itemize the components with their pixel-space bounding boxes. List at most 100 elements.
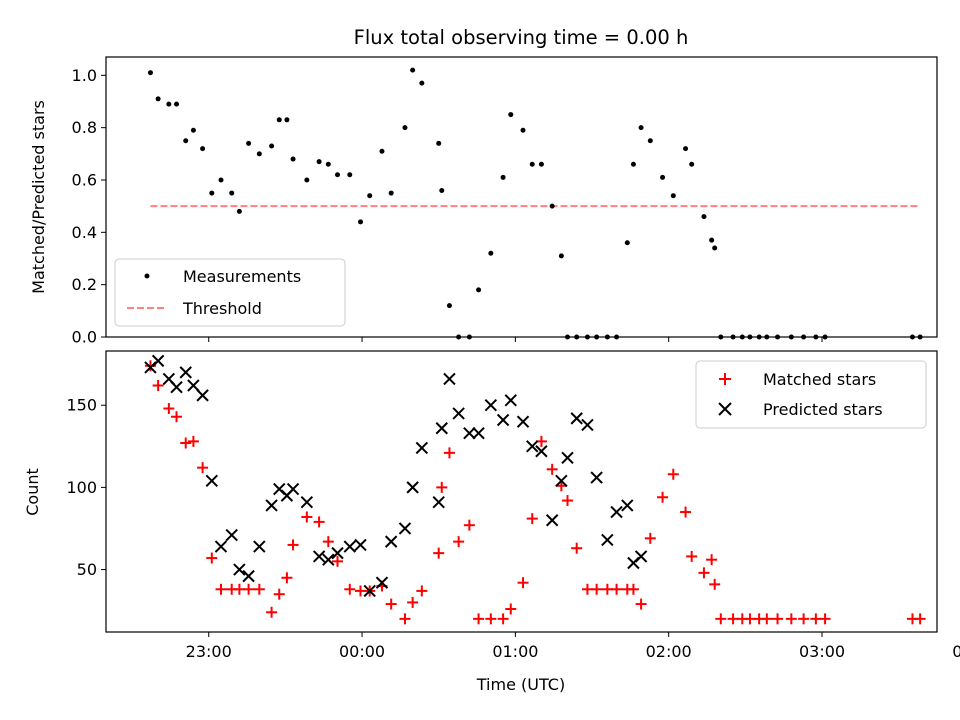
matched-star-point [706, 554, 718, 566]
matched-star-point [819, 613, 831, 625]
measurement-point [500, 174, 506, 180]
matched-star-point [233, 583, 245, 595]
predicted-star-point [504, 394, 517, 407]
chart-title: Flux total observing time = 0.00 h [354, 26, 689, 49]
predicted-star-point [398, 522, 412, 535]
matched-star-point [785, 613, 797, 625]
matched-star-point [416, 585, 428, 597]
predicted-star-point [621, 499, 634, 512]
measurement-point [236, 208, 242, 214]
measurement-point [147, 70, 153, 76]
matched-star-point [611, 583, 623, 595]
top-x-ticks [208, 337, 823, 342]
matched-star-point [772, 613, 784, 625]
measurement-point [508, 112, 514, 118]
matched-star-point [243, 583, 255, 595]
measurement-point [229, 190, 235, 196]
predicted-star-point [535, 445, 548, 458]
top-y-tick-label: 0.2 [72, 275, 97, 294]
matched-star-point [273, 588, 285, 600]
matched-star-point [667, 468, 679, 480]
matched-star-point [197, 462, 209, 474]
measurement-point [488, 250, 494, 256]
matched-star-point [407, 596, 419, 608]
measurement-point [256, 151, 262, 157]
measurement-point [701, 214, 707, 220]
bottom-x-tick-label: 04:00 [952, 642, 960, 661]
bottom-y-tick-label: 100 [66, 478, 97, 497]
matched-star-point [546, 463, 558, 475]
legend-predicted-marker [718, 402, 732, 416]
measurement-point [218, 177, 224, 183]
predicted-star-point [415, 441, 429, 455]
matched-star-point [627, 583, 639, 595]
legend-matched-marker [719, 373, 731, 385]
predicted-star-point [242, 569, 255, 583]
predicted-star-point [516, 415, 530, 428]
legend-matched-label: Matched stars [763, 370, 876, 389]
measurement-point [367, 193, 373, 199]
measurement-point [529, 161, 535, 167]
top-legend: Measurements Threshold [114, 258, 346, 327]
predicted-star-point [406, 481, 419, 494]
measurement-point [246, 140, 252, 146]
matched-star-point [581, 583, 593, 595]
predicted-star-point [384, 535, 398, 548]
predicted-star-point [205, 474, 218, 488]
measurement-point [347, 172, 353, 178]
bottom-x-tick-label: 03:00 [799, 642, 845, 661]
predicted-star-point [265, 499, 278, 512]
predicted-star-point [363, 584, 376, 598]
bottom-x-ticks: 23:00 00:00 01:00 02:00 03:00 04:00 [186, 632, 960, 661]
measurement-point [647, 138, 653, 144]
matched-star-point [344, 583, 356, 595]
predicted-star-point [570, 412, 583, 425]
matched-star-point [571, 542, 583, 554]
matched-star-point [433, 547, 445, 559]
matched-star-point [561, 495, 573, 507]
matched-star-point [744, 613, 756, 625]
top-y-tick-label: 0.4 [72, 223, 97, 242]
measurement-point [712, 245, 718, 251]
matched-star-point [355, 585, 367, 597]
measurement-point [538, 161, 544, 167]
predicted-star-point [581, 418, 594, 432]
bottom-legend: Matched stars Predicted stars [695, 360, 927, 429]
bottom-x-tick-label: 00:00 [339, 642, 385, 661]
measurement-point [689, 161, 695, 167]
measurement-point [630, 161, 636, 167]
measurement-point [638, 125, 644, 131]
matched-star-point [215, 583, 227, 595]
top-y-tick-label: 0.8 [72, 118, 97, 137]
legend-predicted-label: Predicted stars [763, 400, 883, 419]
predicted-star-point [555, 474, 568, 488]
matched-stars-layer [144, 360, 926, 625]
top-axes-frame [105, 56, 938, 338]
top-y-tick-label: 0.0 [72, 328, 97, 347]
matched-star-point [163, 403, 175, 415]
measurement-point [209, 190, 215, 196]
predicted-star-point [435, 422, 448, 435]
predicted-star-point [484, 399, 498, 412]
measurement-point [379, 148, 385, 154]
matched-star-point [287, 539, 299, 551]
matched-star-point [680, 506, 692, 518]
predicted-star-point [225, 528, 238, 542]
measurement-point [410, 67, 416, 73]
measurement-point [358, 219, 364, 225]
matched-star-point [453, 536, 465, 548]
measurement-point [183, 138, 189, 144]
matched-star-point [301, 511, 313, 523]
bottom-y-ticks: 50 100 150 [66, 396, 106, 579]
measurement-point [402, 125, 408, 131]
measurement-point [439, 187, 445, 193]
legend-measurements-label: Measurements [183, 267, 301, 286]
matched-star-point [497, 613, 509, 625]
matched-star-point [601, 583, 613, 595]
predicted-star-point [472, 426, 485, 440]
predicted-star-point [322, 553, 335, 566]
bottom-axes-frame [105, 350, 938, 633]
predicted-star-point [526, 440, 539, 453]
predicted-star-point [432, 495, 445, 509]
